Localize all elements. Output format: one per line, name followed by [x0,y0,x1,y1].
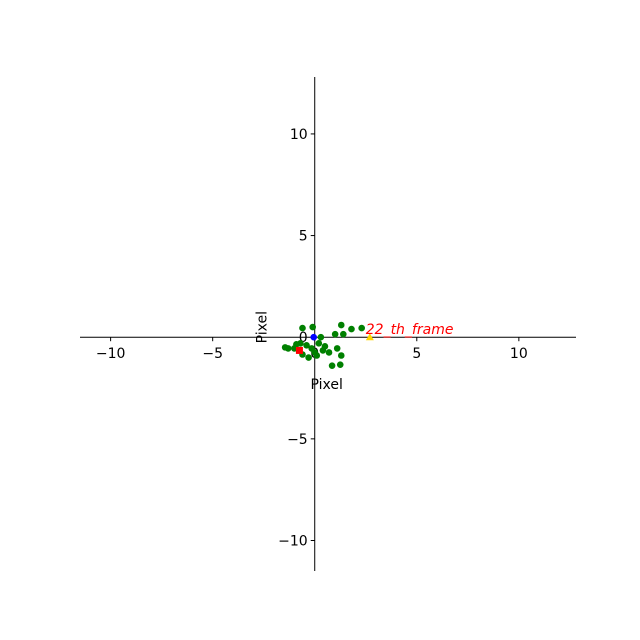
data-point [365,333,374,341]
data-point [333,345,341,352]
data-point [331,330,339,338]
frame-annotation: 22_th_frame [366,322,454,338]
y-tick-label: −5 [287,432,308,448]
x-axis-label: Pixel [311,377,343,393]
data-point [305,354,312,361]
data-point [317,333,325,341]
y-ticks: −10 −5 0 5 10 [278,127,315,550]
y-tick-label: 5 [299,229,308,245]
data-point [293,341,300,348]
data-point [358,324,365,332]
data-point [299,324,306,332]
x-tick-label: −10 [96,346,126,362]
data-point [310,333,318,341]
data-point [319,347,327,354]
x-tick-label: 10 [510,346,528,362]
data-point [325,349,333,356]
data-point [337,352,345,359]
data-point [303,342,310,349]
data-point [336,361,344,368]
data-point [337,321,345,329]
data-points [281,321,374,369]
data-point [340,330,347,338]
y-axis-label: Pixel [255,311,271,343]
data-point [309,323,316,331]
y-tick-label: −10 [278,534,308,550]
x-tick-label: 5 [412,346,421,362]
axes: −10 −5 0 5 10 −10 −5 0 5 10 [80,77,576,571]
x-tick-label: −5 [202,346,223,362]
data-point [311,349,319,356]
data-point [315,340,323,347]
data-point [328,362,336,369]
data-point [281,344,289,351]
y-tick-label: 0 [299,330,308,346]
data-point [348,325,355,333]
data-point [295,346,303,354]
y-tick-label: 10 [290,127,308,143]
